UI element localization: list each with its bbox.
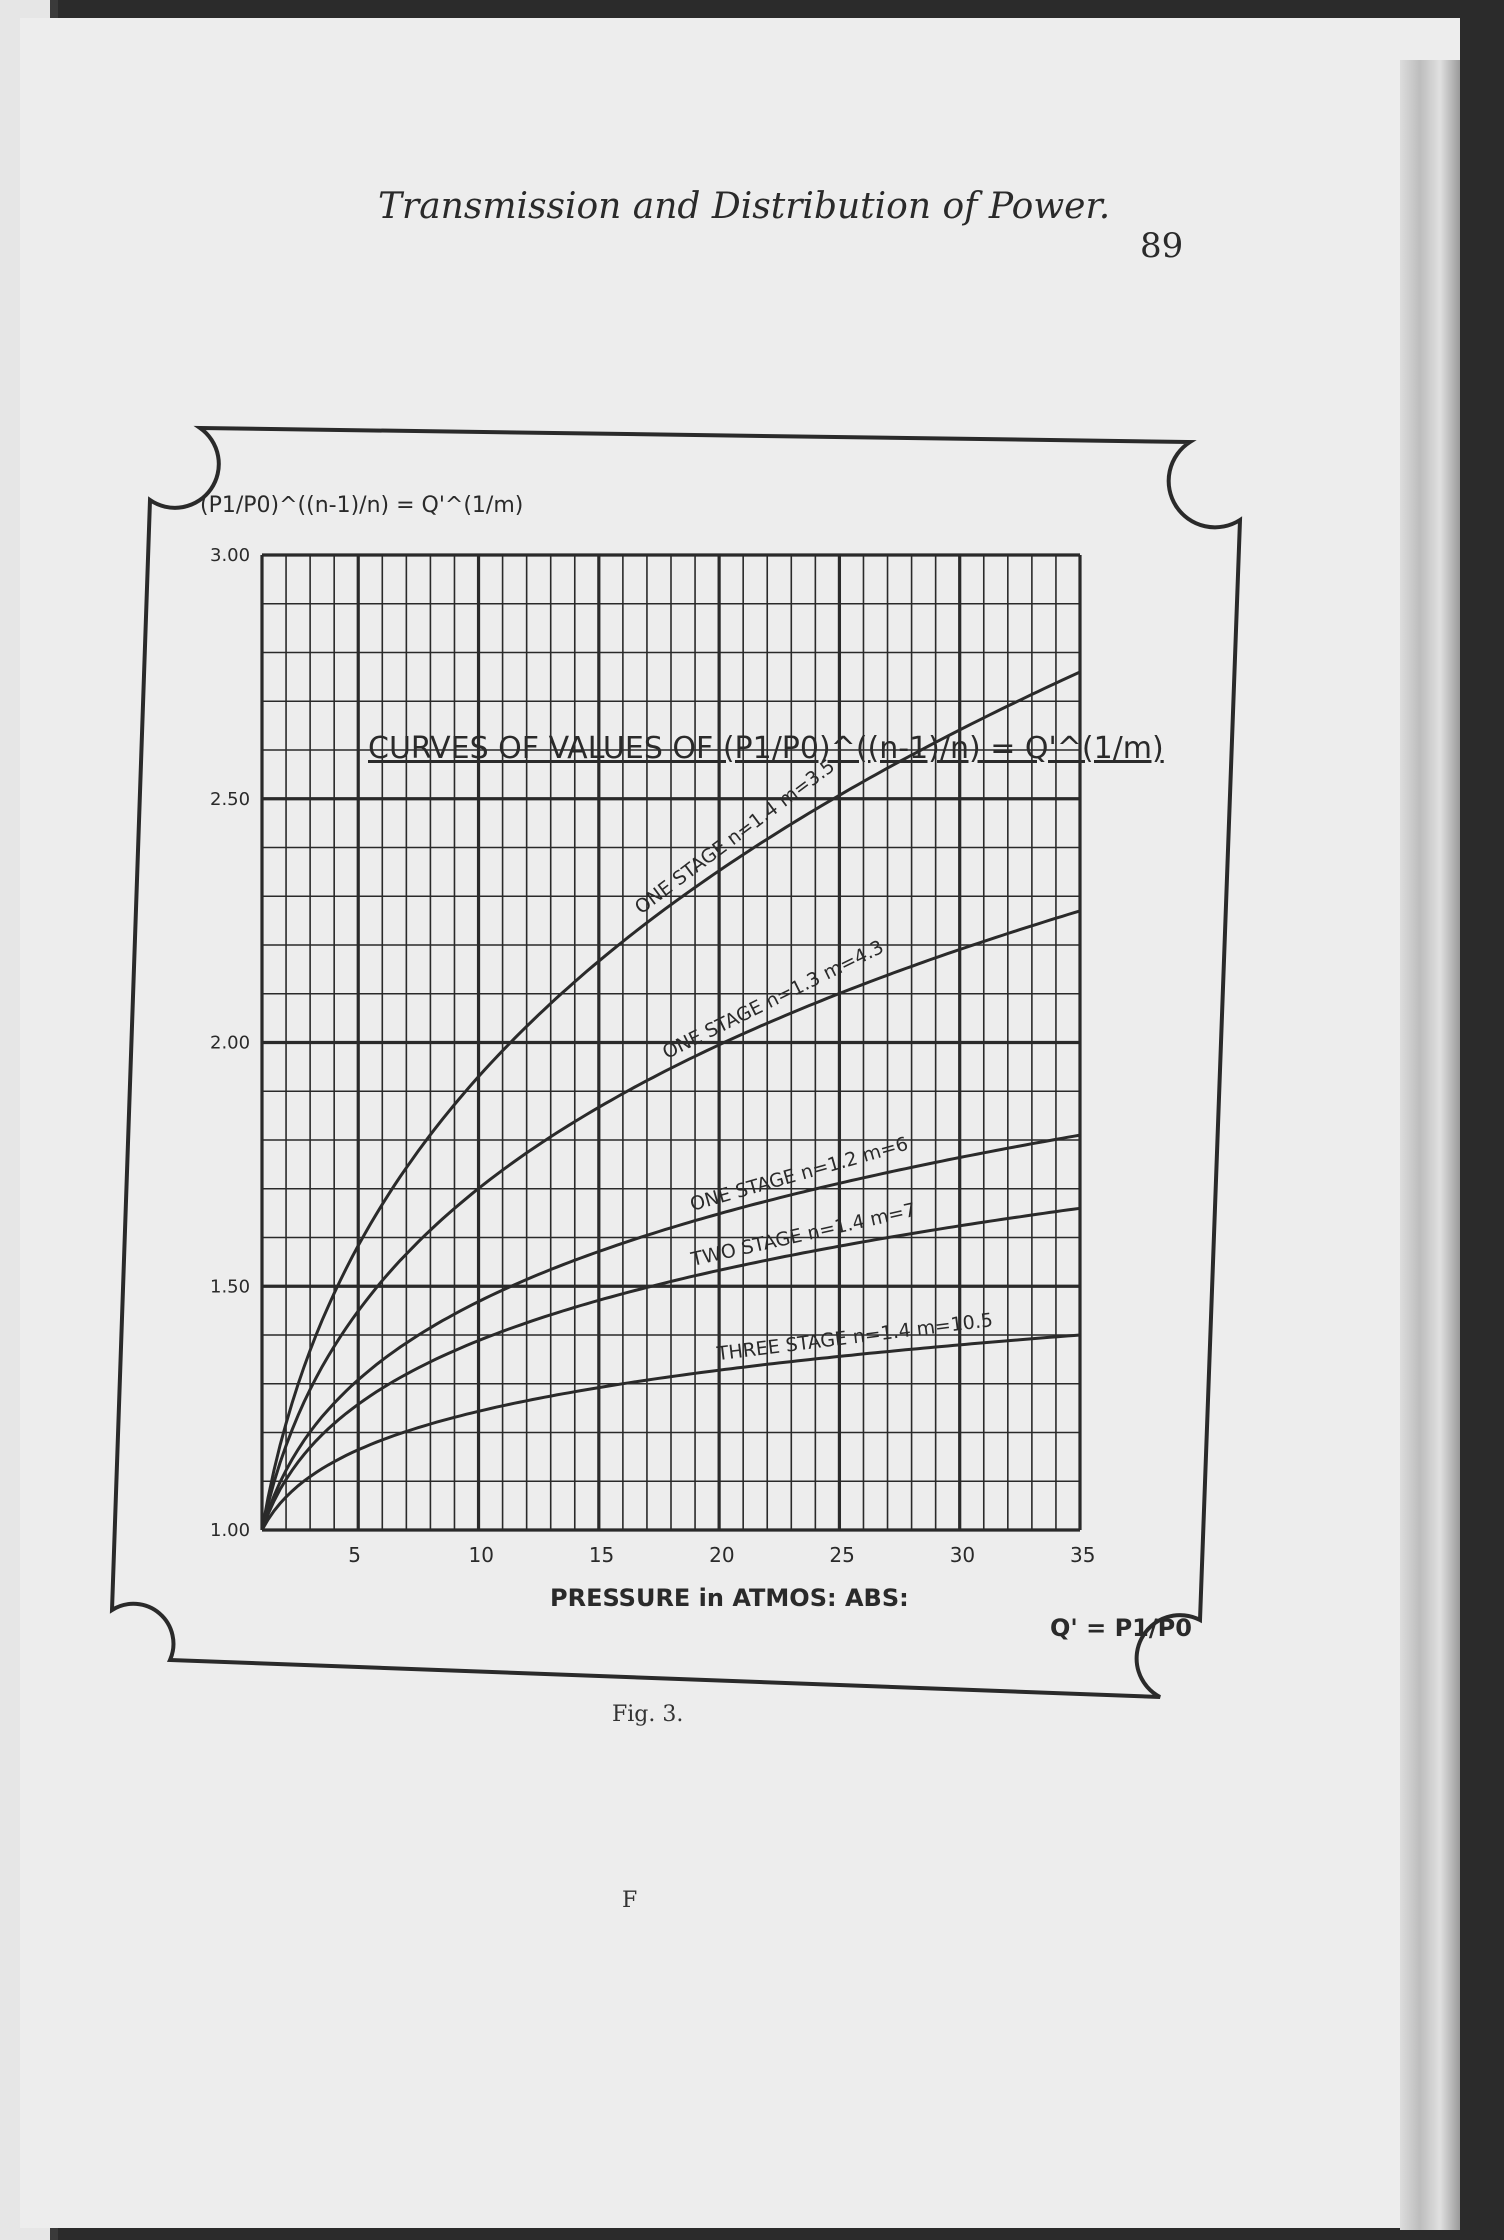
ticks: 5 10 15 20 25 30 35 1.00 1.50 2.00 2.50 3.00 <box>210 545 1095 1567</box>
x-tick-label: 15 <box>589 1543 614 1567</box>
y-axis-label: (P1/P0)^((n-1)/n) = Q'^(1/m) <box>200 493 523 518</box>
y-tick-label: 3.00 <box>210 545 250 566</box>
running-title: Transmission and Distribution of Power. <box>378 186 1111 227</box>
series-label: THREE STAGE n=1.4 m=10.5 <box>715 1309 994 1365</box>
x-axis-label-right: Q' = P1/P0 <box>1050 1614 1192 1642</box>
y-tick-label: 2.00 <box>210 1033 250 1054</box>
x-tick-label: 10 <box>469 1543 494 1567</box>
series-line <box>260 670 1081 1531</box>
x-tick-label: 20 <box>709 1543 734 1567</box>
series-line <box>260 909 1081 1531</box>
series-label: ONE STAGE n=1.4 m=3.5 <box>631 755 839 919</box>
y-tick-label: 1.50 <box>210 1276 250 1297</box>
x-tick-label: 25 <box>829 1543 854 1567</box>
x-tick-label: 5 <box>348 1543 361 1567</box>
x-tick-label: 35 <box>1070 1543 1095 1567</box>
signature-mark: F <box>622 1888 638 1913</box>
y-tick-label: 1.00 <box>210 1520 250 1541</box>
y-tick-label: 2.50 <box>210 789 250 810</box>
series-line <box>260 1333 1081 1531</box>
series-line <box>260 1133 1081 1531</box>
page-number: 89 <box>1140 226 1184 266</box>
figure-caption: Fig. 3. <box>612 1702 684 1727</box>
grid <box>260 553 1082 1532</box>
x-tick-label: 30 <box>950 1543 975 1567</box>
series-label: TWO STAGE n=1.4 m=7 <box>688 1199 918 1271</box>
series-line <box>260 1206 1081 1531</box>
series-label: ONE STAGE n=1.3 m=4.3 <box>659 936 887 1064</box>
chart-title: CURVES OF VALUES OF (P1/P0)^((n-1)/n) = … <box>368 731 1164 766</box>
x-axis-label: PRESSURE in ATMOS: ABS: <box>550 1584 909 1612</box>
page-stack-edge <box>1400 60 1460 2230</box>
figure-frame <box>109 425 1243 1699</box>
